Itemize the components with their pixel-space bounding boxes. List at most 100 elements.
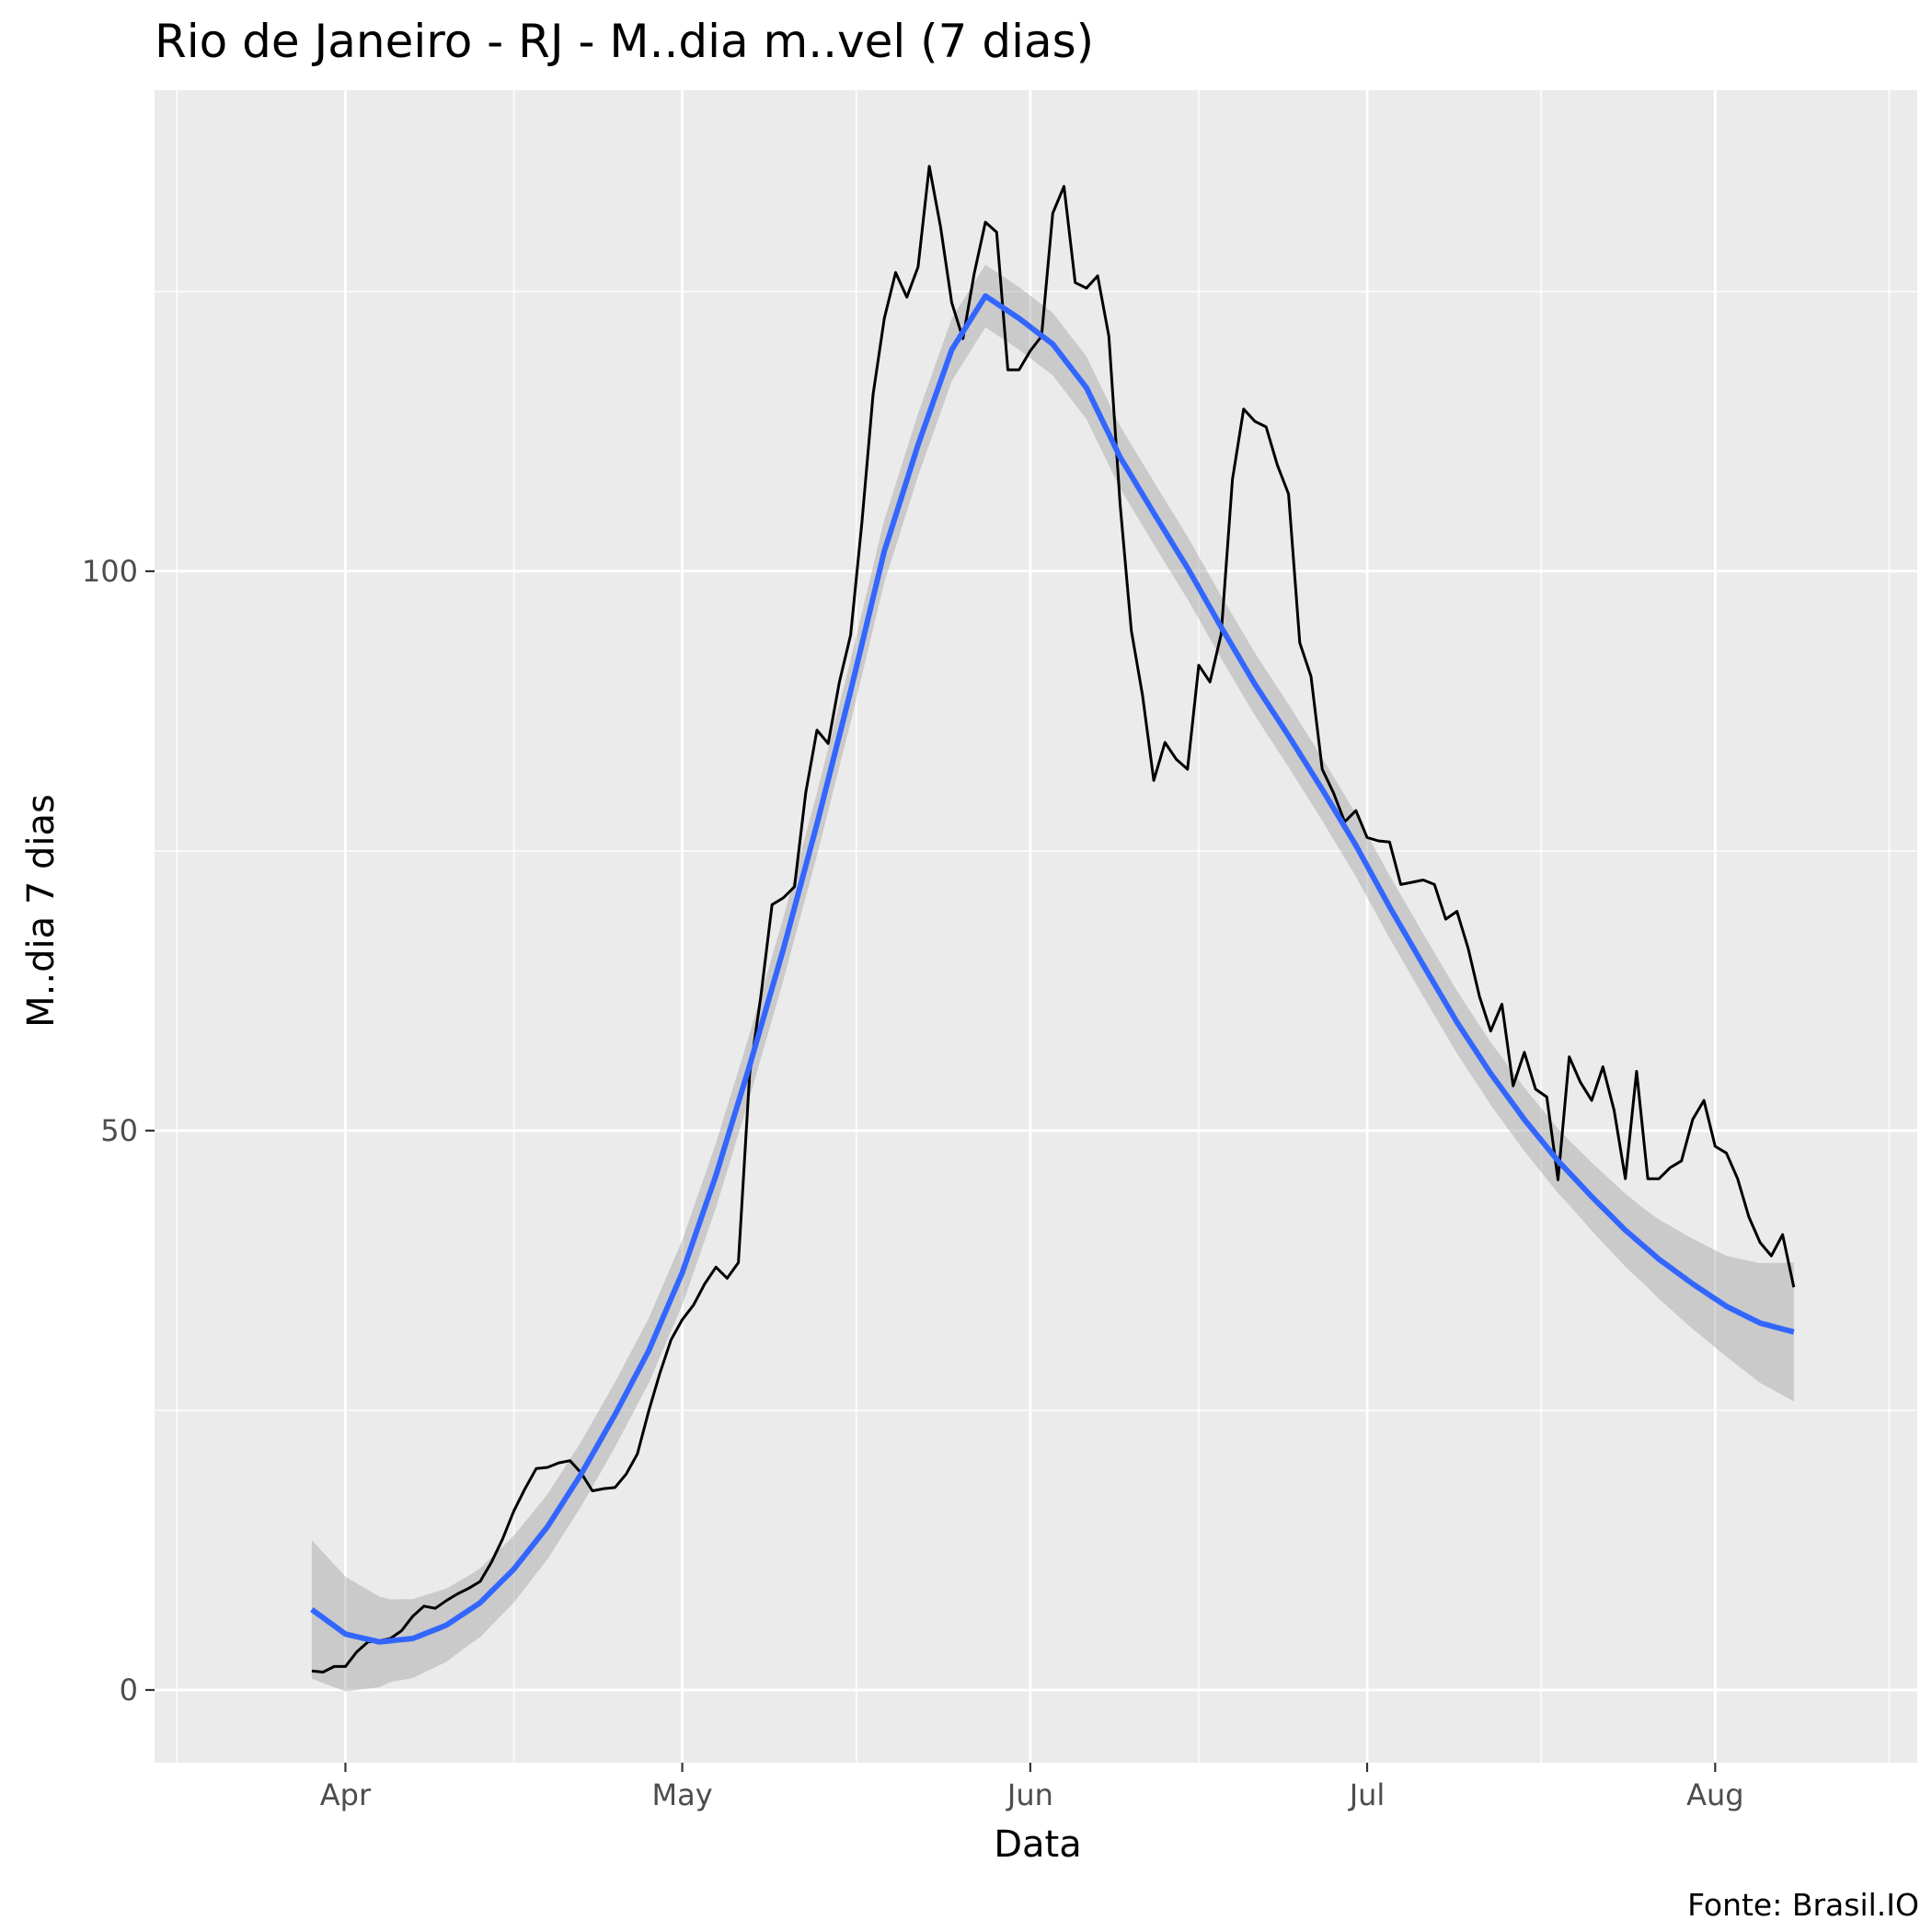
data-point (1455, 910, 1457, 912)
data-point (603, 1488, 604, 1489)
data-point (1501, 1003, 1502, 1005)
data-point (456, 1593, 458, 1594)
data-point (1366, 836, 1368, 838)
data-point (1613, 1110, 1615, 1111)
data-point (501, 1538, 503, 1540)
data-point (1377, 840, 1379, 842)
data-point (894, 271, 896, 273)
data-point (1422, 879, 1424, 880)
data-point (1569, 1056, 1570, 1058)
data-point (1512, 1085, 1514, 1087)
data-point (1142, 695, 1144, 696)
data-point (1243, 408, 1245, 409)
data-point (715, 1266, 717, 1268)
data-point (1052, 213, 1053, 214)
data-point (726, 1277, 728, 1279)
data-point (737, 1261, 739, 1263)
data-point (760, 995, 762, 997)
y-tick-label: 50 (100, 1113, 138, 1148)
data-point (1343, 821, 1345, 822)
data-point (1546, 1096, 1547, 1098)
data-point (1433, 883, 1435, 885)
data-point (805, 792, 807, 794)
data-point (1018, 369, 1020, 371)
data-point (1703, 1099, 1705, 1101)
data-point (1591, 1099, 1593, 1101)
data-point (1692, 1119, 1694, 1121)
data-point (1478, 995, 1480, 997)
x-tick-label: Aug (1686, 1777, 1743, 1812)
data-point (1119, 503, 1121, 505)
data-point (1265, 426, 1267, 428)
data-point (1411, 881, 1413, 883)
data-point (950, 302, 952, 304)
data-point (1625, 1178, 1627, 1179)
data-point (883, 317, 885, 319)
data-point (1153, 779, 1155, 781)
data-point (445, 1600, 447, 1602)
data-point (1770, 1255, 1772, 1257)
smooth-trend-line (310, 293, 1795, 1645)
data-point (367, 1641, 369, 1643)
data-point (670, 1339, 672, 1340)
data-point (962, 338, 964, 339)
data-point (827, 742, 829, 744)
data-point (558, 1462, 559, 1464)
data-point (637, 1453, 638, 1455)
data-point (749, 1074, 751, 1075)
data-point (524, 1488, 526, 1489)
grid-minor (155, 90, 1917, 1763)
data-point (995, 231, 997, 233)
chart-title: Rio de Janeiro - RJ - M..dia m..vel (7 d… (155, 15, 1094, 68)
data-point (1254, 420, 1256, 422)
data-point (872, 394, 874, 396)
series-line (311, 165, 1796, 1673)
data-point (1131, 629, 1133, 631)
data-point (1444, 918, 1446, 920)
data-point (535, 1467, 537, 1469)
data-point (1714, 1145, 1716, 1147)
x-axis: Apr May Jun Jul Aug (320, 1763, 1744, 1812)
data-point (1321, 768, 1323, 770)
data-point (917, 266, 919, 268)
x-tick-label: Apr (320, 1777, 372, 1812)
data-point (928, 166, 930, 167)
data-point (1310, 675, 1312, 677)
data-point (333, 1665, 335, 1667)
y-tick-label: 100 (82, 554, 138, 589)
data-point (378, 1639, 380, 1641)
x-tick-label: May (652, 1777, 713, 1812)
data-point (1759, 1241, 1761, 1243)
data-point (1636, 1070, 1638, 1072)
data-point (861, 522, 863, 523)
data-point (693, 1304, 695, 1305)
data-point (939, 225, 941, 227)
data-point (1580, 1081, 1581, 1083)
data-point (1299, 642, 1301, 644)
x-axis-label: Data (994, 1823, 1082, 1866)
data-point (1681, 1160, 1683, 1162)
data-point (322, 1671, 324, 1673)
data-point (434, 1607, 436, 1609)
data-point (849, 634, 851, 636)
caption: Fonte: Brasil.IO (1687, 1887, 1919, 1923)
data-point (468, 1587, 470, 1589)
data-point (546, 1466, 548, 1468)
data-point (1075, 282, 1076, 283)
data-point (1781, 1234, 1783, 1236)
data-point (1287, 493, 1289, 495)
data-point (1737, 1178, 1739, 1179)
data-point (704, 1282, 706, 1284)
data-point (1602, 1065, 1604, 1067)
data-point (1041, 335, 1042, 337)
data-point (681, 1318, 683, 1320)
grid-major (155, 90, 1917, 1763)
data-point (1748, 1215, 1750, 1217)
data-point (1725, 1152, 1727, 1154)
data-point (1658, 1178, 1660, 1179)
y-axis: 0 50 100 (82, 554, 155, 1708)
y-axis-label: M..dia 7 dias (20, 794, 63, 1028)
data-point (1793, 1286, 1795, 1288)
data-point (1557, 1179, 1558, 1180)
